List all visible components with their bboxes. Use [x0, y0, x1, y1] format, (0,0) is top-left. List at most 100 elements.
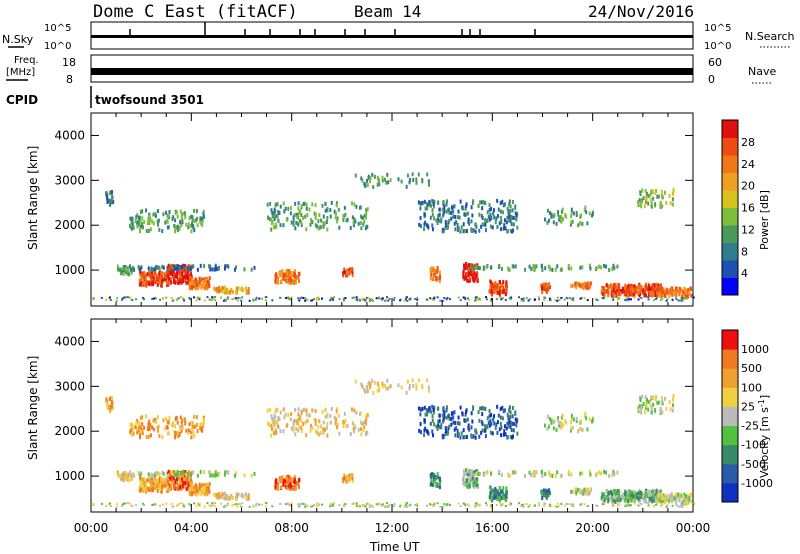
data-cell: [149, 216, 152, 221]
data-cell: [371, 298, 374, 301]
data-cell: [117, 473, 120, 478]
data-cell: [171, 505, 174, 508]
data-cell: [605, 489, 608, 494]
data-cell: [274, 214, 277, 219]
data-cell: [452, 209, 455, 214]
data-cell: [317, 504, 320, 507]
data-cell: [189, 478, 192, 483]
data-cell: [509, 503, 512, 506]
data-cell: [147, 217, 150, 222]
data-cell: [560, 267, 563, 272]
data-cell: [354, 173, 357, 178]
data-cell: [352, 502, 355, 505]
data-cell: [680, 294, 683, 299]
data-cell: [506, 206, 509, 211]
data-cell: [571, 298, 574, 301]
data-cell: [141, 222, 144, 227]
data-cell: [165, 210, 168, 215]
data-cell: [454, 227, 457, 232]
data-cell: [137, 222, 140, 227]
data-cell: [538, 504, 541, 507]
data-cell: [476, 279, 479, 284]
data-cell: [195, 299, 198, 302]
data-cell: [493, 215, 496, 220]
data-cell: [324, 208, 327, 213]
data-cell: [192, 470, 195, 475]
data-cell: [471, 275, 474, 280]
data-cell: [191, 215, 194, 220]
data-cell: [297, 484, 300, 489]
data-cell: [598, 470, 601, 475]
data-cell: [233, 473, 236, 478]
data-cell: [468, 263, 471, 268]
data-cell: [502, 226, 505, 231]
data-cell: [297, 297, 300, 300]
data-cell: [673, 496, 676, 501]
data-cell: [123, 502, 126, 505]
data-cell: [463, 229, 466, 234]
data-cell: [132, 225, 135, 230]
data-cell: [199, 219, 202, 224]
data-cell: [654, 202, 657, 207]
data-cell: [545, 495, 548, 500]
data-cell: [572, 503, 575, 506]
data-cell: [290, 271, 293, 276]
data-cell: [279, 479, 282, 484]
data-cell: [153, 266, 156, 271]
nsky-tick-bottom: 10^0: [44, 41, 71, 52]
data-cell: [580, 213, 583, 218]
data-cell: [654, 297, 657, 300]
data-cell: [650, 490, 653, 495]
data-cell: [174, 431, 177, 436]
data-cell: [427, 385, 430, 390]
data-cell: [614, 285, 617, 290]
data-cell: [300, 426, 303, 431]
data-cell: [481, 206, 484, 211]
data-cell: [386, 378, 389, 383]
data-cell: [196, 503, 199, 506]
data-cell: [329, 414, 332, 419]
data-cell: [196, 223, 199, 228]
data-cell: [169, 470, 172, 475]
data-cell: [560, 415, 563, 420]
data-cell: [167, 274, 170, 279]
data-cell: [379, 503, 382, 506]
data-cell: [543, 505, 546, 508]
data-cell: [668, 292, 671, 297]
data-cell: [473, 267, 476, 272]
data-cell: [423, 199, 426, 204]
data-cell: [176, 298, 179, 301]
data-cell: [154, 296, 157, 299]
data-cell: [682, 496, 685, 501]
data-cell: [342, 419, 345, 424]
velocity-ylabel: Slant Range [km]: [26, 356, 40, 460]
data-cell: [654, 498, 657, 503]
data-cell: [121, 298, 124, 301]
data-cell: [193, 414, 196, 419]
data-cell: [585, 283, 588, 288]
data-cell: [508, 218, 511, 223]
data-cell: [309, 424, 312, 429]
ytick-label: 2000: [54, 218, 85, 232]
data-cell: [173, 223, 176, 228]
data-cell: [132, 265, 135, 270]
data-cell: [660, 504, 663, 507]
data-cell: [675, 500, 678, 505]
data-cell: [627, 293, 630, 298]
data-cell: [360, 214, 363, 219]
data-cell: [188, 273, 191, 278]
data-cell: [501, 495, 504, 500]
data-cell: [214, 299, 217, 302]
data-cell: [587, 492, 590, 497]
data-cell: [285, 484, 288, 489]
data-cell: [154, 471, 157, 476]
data-cell: [670, 492, 673, 497]
data-cell: [190, 420, 193, 425]
data-cell: [628, 298, 631, 301]
data-cell: [282, 479, 285, 484]
data-cell: [308, 413, 311, 418]
data-cell: [161, 264, 164, 269]
data-cell: [147, 476, 150, 481]
data-cell: [137, 218, 140, 223]
data-cell: [405, 504, 408, 507]
